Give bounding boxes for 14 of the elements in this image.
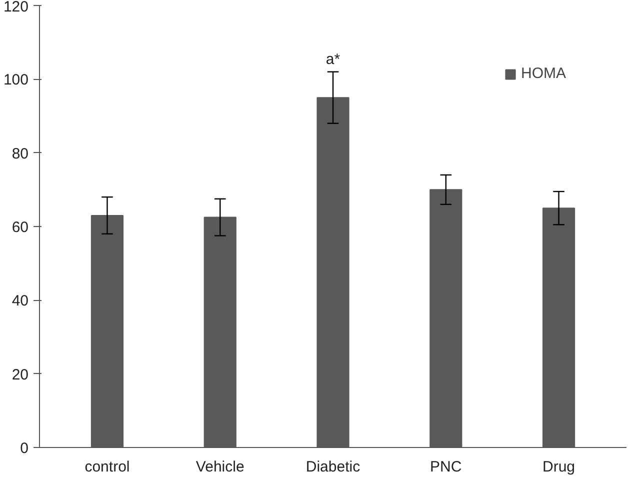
annotation: a* xyxy=(326,50,340,68)
y-tick-label: 60 xyxy=(12,219,29,236)
y-tick-label: 40 xyxy=(12,292,29,310)
x-tick-label: Drug xyxy=(542,458,576,476)
x-tick-label: Vehicle xyxy=(196,458,244,476)
x-tick-label: PNC xyxy=(430,458,462,476)
y-tick-label: 80 xyxy=(12,145,29,162)
y-tick-label: 120 xyxy=(3,0,29,16)
y-tick-label: 0 xyxy=(20,440,28,457)
legend-label: HOMA xyxy=(521,65,566,82)
x-tick-label: Diabetic xyxy=(306,458,361,476)
x-tick-label: control xyxy=(84,458,130,476)
y-tick-label: 20 xyxy=(12,366,29,384)
y-tick-label: 100 xyxy=(3,72,29,89)
